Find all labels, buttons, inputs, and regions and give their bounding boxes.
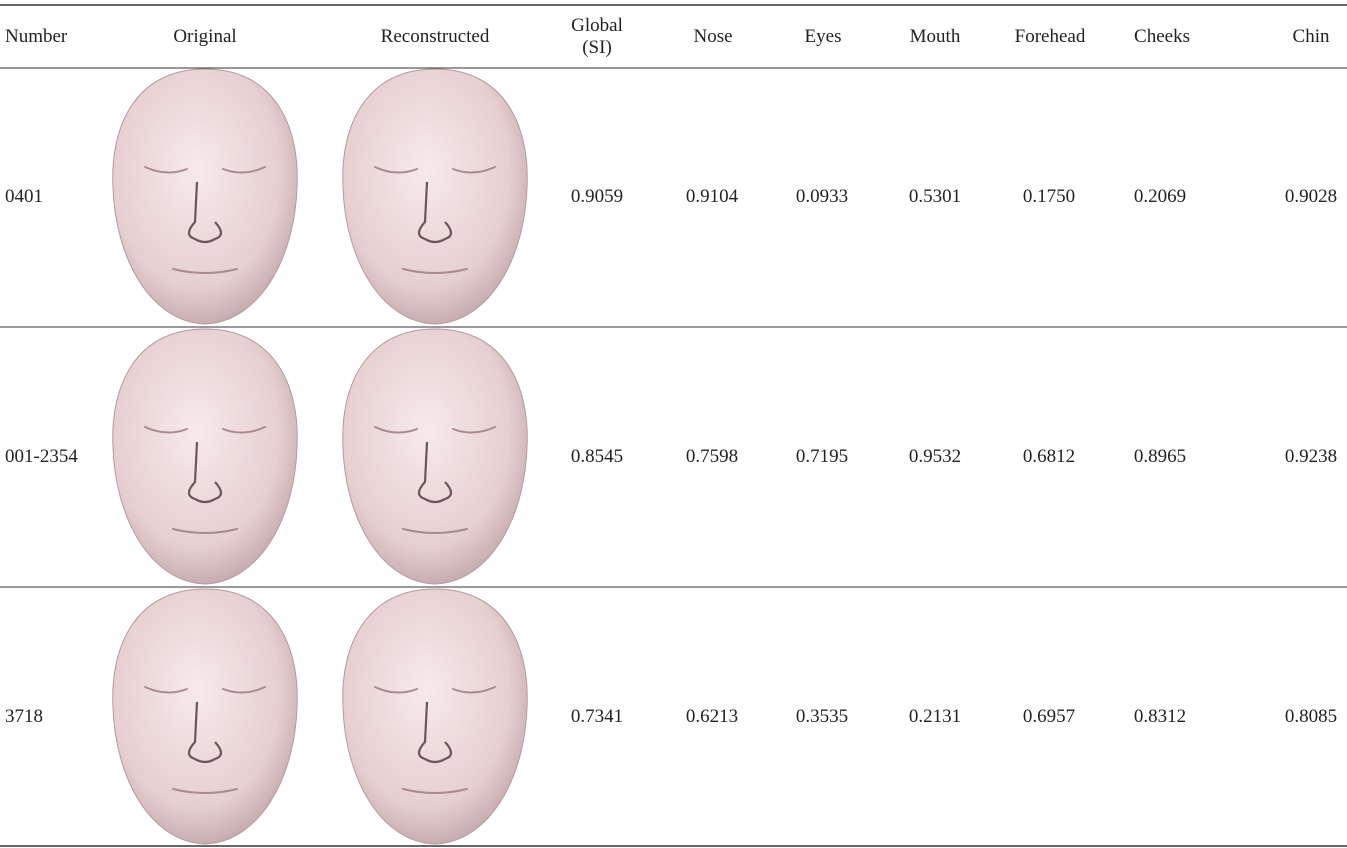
- row-number: 0401: [5, 186, 43, 208]
- cell-value: 0.5301: [909, 186, 961, 208]
- cell-value: 0.0933: [796, 186, 848, 208]
- column-header: Reconstructed: [381, 26, 490, 48]
- column-header: Forehead: [1015, 26, 1086, 48]
- face: [113, 329, 297, 584]
- cell-value: 0.6957: [1023, 706, 1075, 728]
- cell-value: 0.8545: [571, 446, 623, 468]
- column-header: Chin: [1293, 26, 1330, 48]
- face: [343, 329, 527, 584]
- cell-value: 0.7195: [796, 446, 848, 468]
- cell-value: 0.7341: [571, 706, 623, 728]
- cell-value: 0.9028: [1285, 186, 1337, 208]
- cell-value: 0.9104: [686, 186, 738, 208]
- cell-value: 0.7598: [686, 446, 738, 468]
- cell-value: 0.6213: [686, 706, 738, 728]
- column-header: Cheeks: [1134, 26, 1190, 48]
- row-number: 001-2354: [5, 446, 78, 468]
- face: [343, 69, 527, 324]
- cell-value: 0.9532: [909, 446, 961, 468]
- row-number: 3718: [5, 706, 43, 728]
- column-header: Mouth: [910, 26, 961, 48]
- cell-value: 0.2069: [1134, 186, 1186, 208]
- cell-value: 0.3535: [796, 706, 848, 728]
- cell-value: 0.8312: [1134, 706, 1186, 728]
- face: [343, 589, 527, 844]
- cell-value: 0.8085: [1285, 706, 1337, 728]
- column-header: Global (SI): [567, 15, 627, 59]
- cell-value: 0.2131: [909, 706, 961, 728]
- cell-value: 0.8965: [1134, 446, 1186, 468]
- cell-value: 0.9059: [571, 186, 623, 208]
- column-header: Original: [173, 26, 236, 48]
- face: [113, 69, 297, 324]
- column-header: Nose: [693, 26, 732, 48]
- cell-value: 0.6812: [1023, 446, 1075, 468]
- column-header: Eyes: [805, 26, 842, 48]
- face: [113, 589, 297, 844]
- cell-value: 0.9238: [1285, 446, 1337, 468]
- table-page: Number Original Reconstructed Global (SI) No…: [0, 0, 1347, 848]
- column-header: Number: [5, 26, 67, 48]
- cell-value: 0.1750: [1023, 186, 1075, 208]
